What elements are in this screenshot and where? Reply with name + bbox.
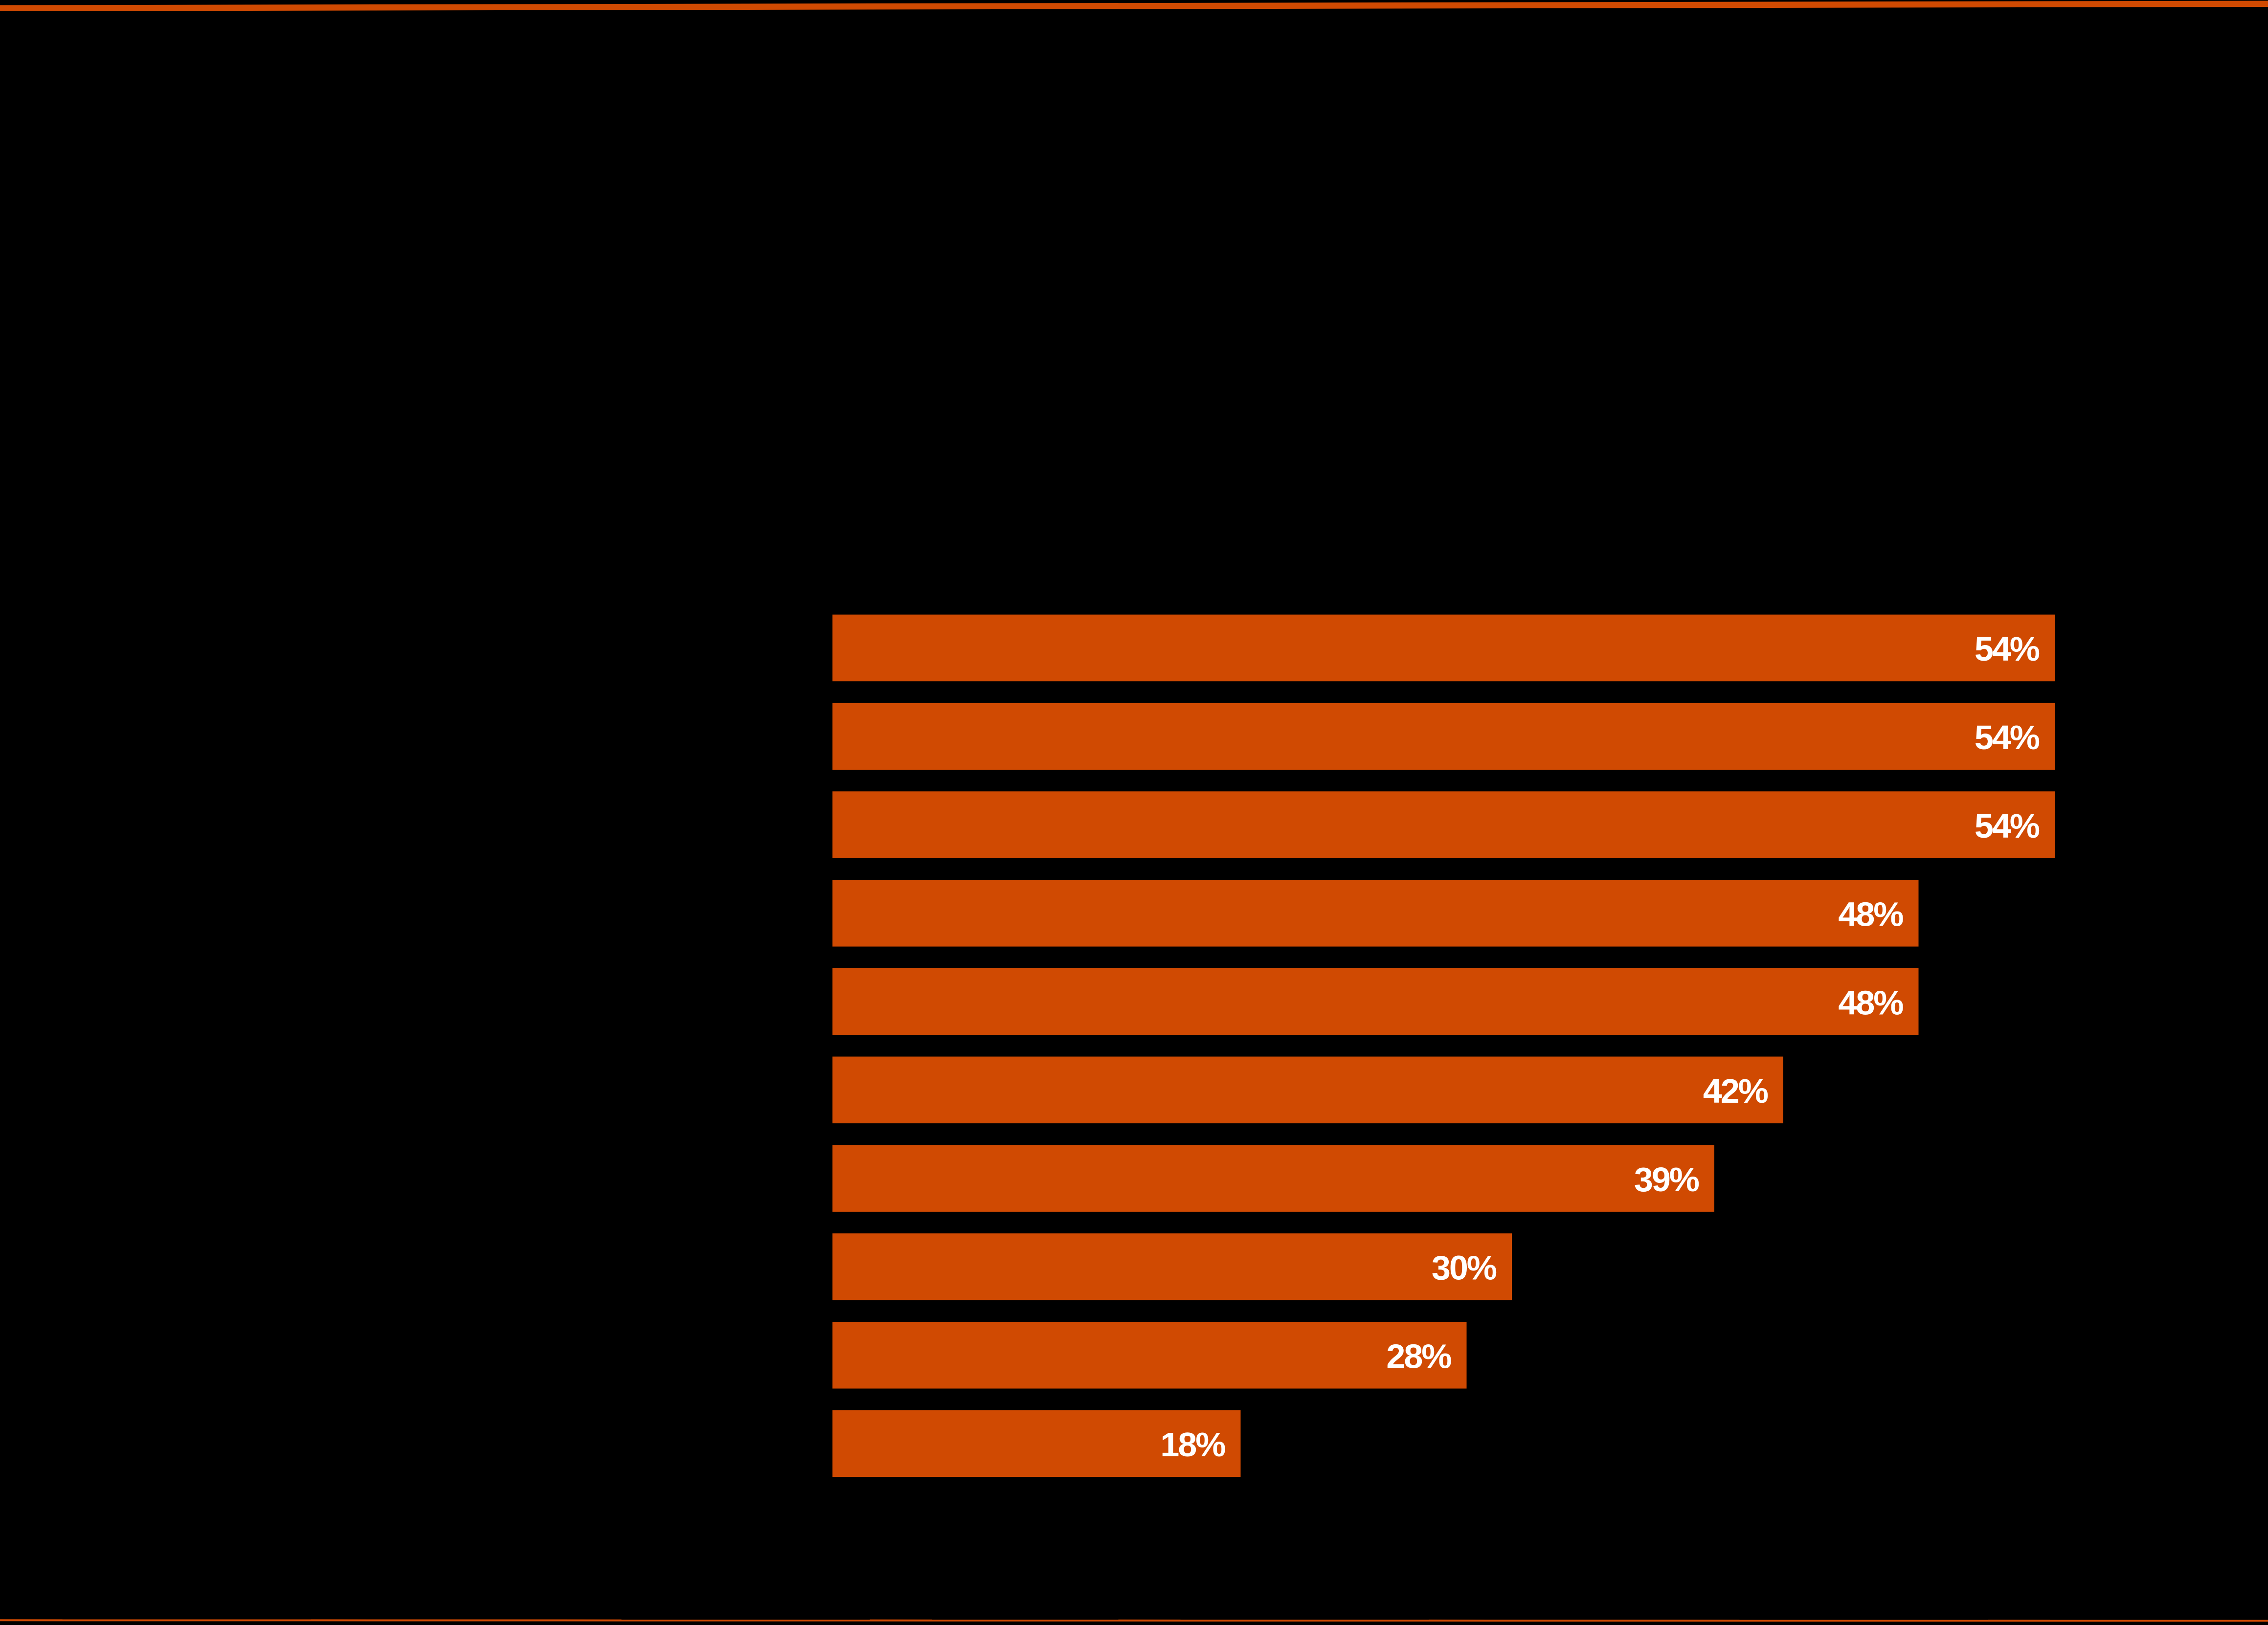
svg-text:54%: 54%	[1975, 718, 2040, 757]
svg-text:48%: 48%	[1838, 895, 1903, 934]
svg-text:28%: 28%	[1386, 1337, 1451, 1376]
svg-text:42%: 42%	[1703, 1072, 1768, 1110]
svg-text:54%: 54%	[1975, 807, 2040, 845]
svg-text:39%: 39%	[1634, 1160, 1699, 1199]
svg-text:30%: 30%	[1432, 1249, 1497, 1287]
svg-text:54%: 54%	[1975, 630, 2040, 668]
svg-text:18%: 18%	[1160, 1425, 1225, 1464]
svg-text:48%: 48%	[1838, 983, 1903, 1022]
